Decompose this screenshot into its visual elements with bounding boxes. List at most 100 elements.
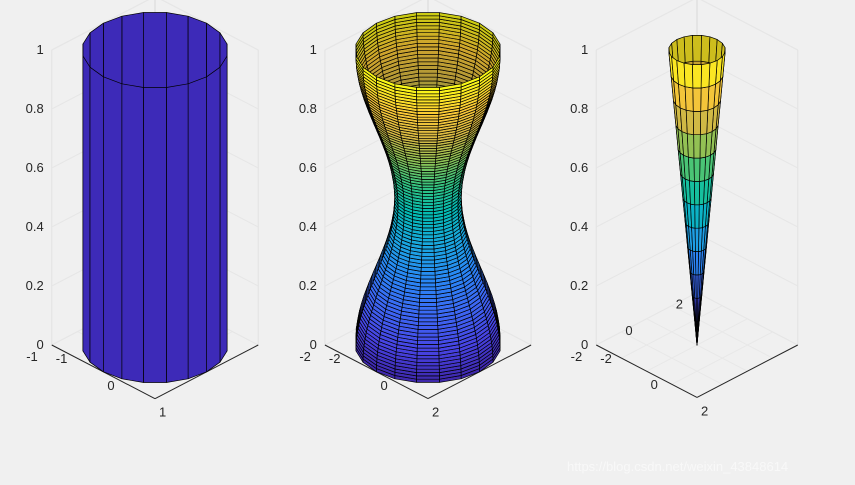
wall-grid-line [700,0,798,51]
surface-patch [422,220,434,225]
z-tick-labels: 0 0.2 0.4 0.6 0.8 1 [299,42,317,352]
surface-patch [421,252,435,257]
surface-patch [421,259,435,265]
surface-patch [420,267,436,272]
surface-patch [420,168,436,172]
surface-patch [89,66,104,373]
surface-patch [417,321,439,326]
z-tick-labels: 0 0.2 0.4 0.6 0.8 1 [570,42,588,352]
surface-patch [690,203,696,229]
surface-patch [418,317,438,323]
surface-patch [416,46,440,51]
surface-patch [419,290,437,295]
surface-patch [698,203,704,229]
surface-patch [689,180,696,206]
surface-patch [421,173,435,178]
z-tick-labels: 0 0.2 0.4 0.6 0.8 1 [26,42,44,352]
x-tick-label: 1 [159,405,166,420]
surface-patch [417,130,439,134]
surface-patch [416,108,440,112]
surface-patch [422,214,434,219]
surface-patch [417,325,439,330]
floor-grid-line [621,331,723,385]
wall-grid-line [696,174,798,228]
x-tick-label: -1 [56,351,68,366]
surface-patch [695,274,699,299]
surface-patch [417,332,439,338]
y-tick-label: 2 [676,297,683,312]
surface-patch [683,62,694,89]
surface-patch [418,76,438,82]
x-tick-label: 2 [432,405,439,420]
surface-patch [418,313,438,319]
z-tick-label: 0.4 [570,219,588,234]
surface-patch [421,187,435,191]
surface-patch [416,368,440,373]
surface-patch [422,224,434,229]
surface-patch [418,302,438,307]
surface-patch [700,86,710,112]
surface-patch [417,122,439,126]
surface-patch [692,111,702,136]
surface-patch [416,102,440,107]
surface-patch [419,153,437,157]
z-tick-label: 1 [37,42,44,57]
surface-patch [420,160,436,164]
surface-patch [699,133,708,159]
surface-patch [422,217,434,222]
subplot-cone: 00.20.40.60.81-202-202 [570,0,799,418]
surface-patch [416,105,440,110]
surface-patch [685,109,695,136]
wall-grid-line [696,292,798,346]
surface [668,35,726,346]
surface [355,12,501,383]
y-tick-label: -1 [26,349,38,364]
surface-patch [416,39,440,44]
surface-patch [417,119,439,123]
surface-patch [700,62,711,89]
surface-patch [416,93,440,98]
surface-patch [417,61,439,66]
surface [82,12,228,383]
surface-patch [420,163,436,167]
z-tick-label: 0.8 [570,101,588,116]
surface-patch [422,195,434,200]
surface-patch [418,305,438,311]
watermark: https://blog.csdn.net/weixin_43848614 [567,459,788,474]
surface-patch [416,375,440,380]
surface-patch [219,55,228,363]
surface-patch [416,35,440,41]
x-tick-labels: -2 0 2 [329,351,439,420]
surface-patch [422,227,434,232]
surface-patch [418,72,438,78]
y-axis-line [596,344,698,398]
surface-patch [693,157,701,182]
surface-patch [416,22,440,27]
subplot-cylinder: 00.20.40.60.81-101-101 [26,0,259,420]
surface-patch [416,90,440,95]
surface-patch [143,87,167,383]
surface-patch [421,255,435,261]
surface-patch [416,351,440,356]
y-tick-label: 0 [625,323,632,338]
surface-patch [417,53,439,59]
surface-patch [422,201,434,206]
wall-grid-line [596,174,698,228]
surface-patch [416,358,440,363]
surface-patch [419,155,437,159]
surface-patch [419,148,437,152]
surface-patch [416,365,440,370]
surface-patch [416,18,440,23]
surface-patch [699,156,706,182]
surface-patch [684,86,694,112]
z-tick-label: 0.6 [26,160,44,175]
surface-patch [418,80,438,86]
z-tick-label: 0.4 [299,219,317,234]
surface-patch [421,245,435,250]
surface-patch [420,165,436,170]
y-tick-label: -2 [299,349,311,364]
surface-patch [206,66,221,373]
x-tick-labels: -2 0 2 [600,351,708,418]
surface-patch [416,87,440,91]
z-tick-label: 0.2 [26,278,44,293]
